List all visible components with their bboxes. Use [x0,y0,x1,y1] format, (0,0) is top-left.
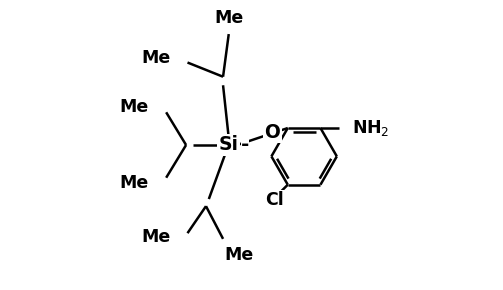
Text: Cl: Cl [266,191,284,209]
Text: -: - [241,135,249,155]
Text: Me: Me [120,174,149,192]
Text: Me: Me [141,49,171,67]
Text: O: O [265,123,280,142]
Text: Me: Me [224,246,254,264]
Text: Me: Me [214,9,243,28]
Text: NH$_2$: NH$_2$ [352,118,389,138]
Text: Me: Me [141,229,171,246]
Text: Me: Me [120,98,149,116]
Text: Si: Si [219,135,239,155]
